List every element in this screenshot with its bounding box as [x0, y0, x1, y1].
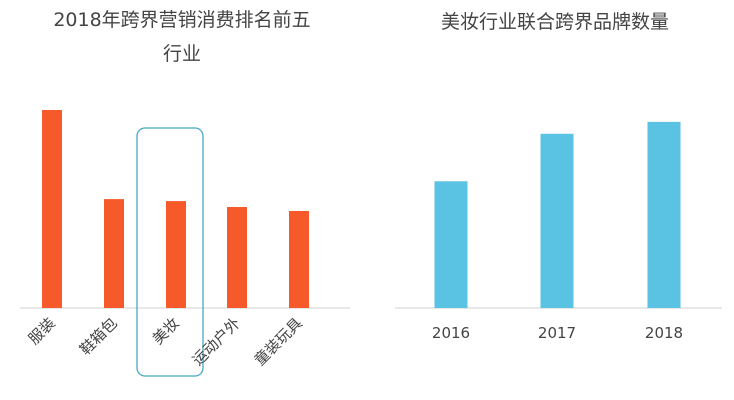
x-tick-label-1: 2017: [538, 324, 576, 342]
x-tick-label-0: 服装: [25, 314, 59, 348]
right-chart-title: 美妆行业联合跨界品牌数量: [440, 11, 669, 33]
x-tick-label-1: 鞋箱包: [76, 314, 121, 359]
x-tick-label-2: 美妆: [149, 314, 183, 348]
x-tick-label-0: 2016: [432, 324, 470, 342]
left-bar-chart: 服装 鞋箱包 美妆 运动户外 童装玩具: [20, 110, 350, 377]
left-chart-title-line-1: 2018年跨界营销消费排名前五: [53, 9, 311, 31]
x-tick-label-3: 运动户外: [189, 314, 244, 369]
right-bar-chart: 2016 2017 2018: [395, 121, 722, 342]
bar-1: [104, 199, 124, 308]
left-chart-title-line-2: 行业: [162, 43, 201, 65]
left-chart-title: 2018年跨界营销消费排名前五 行业: [12, 3, 352, 71]
highlight-box: [136, 127, 204, 377]
x-tick-label-4: 童装玩具: [251, 314, 306, 369]
bar-3: [227, 207, 247, 308]
bar-2: [166, 201, 186, 308]
bar-4: [289, 210, 309, 308]
bar-0: [42, 110, 62, 308]
bar-1: [540, 133, 574, 308]
x-tick-label-2: 2018: [645, 324, 683, 342]
bar-2: [647, 121, 681, 308]
bar-0: [434, 181, 468, 308]
